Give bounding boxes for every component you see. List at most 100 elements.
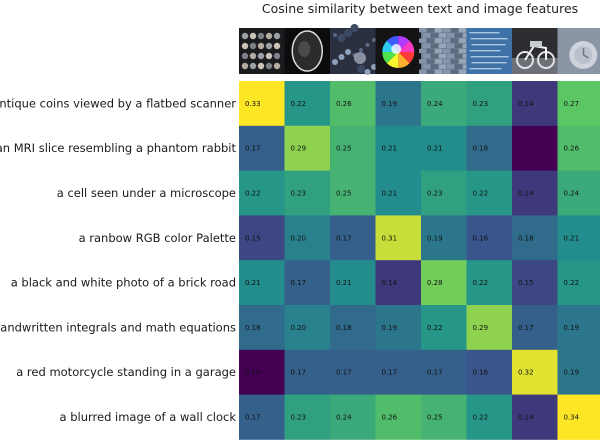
heatmap-cell [512,215,558,261]
cell-value-label: 0.21 [564,234,580,242]
cell-value-label: 0.18 [245,324,261,332]
heatmap-cell [239,305,285,351]
heatmap-cell [421,170,467,216]
cell-value-label: 0.23 [427,190,443,198]
heatmap-cell [330,125,376,171]
row-labels: antique coins viewed by a flatbed scanne… [0,96,236,424]
heatmap-cell [239,125,285,171]
cell-value-label: 0.26 [382,414,398,422]
cell-value-label: 0.25 [427,414,443,422]
heatmap-cell [375,349,422,395]
cell-value-label: 0.17 [336,369,352,377]
heatmap-cell [375,81,422,127]
chart-title: Cosine similarity between text and image… [262,1,578,16]
cell-value-label: 0.18 [473,145,489,153]
cell-value-label: 0.17 [245,145,261,153]
heatmap-cell [421,260,467,306]
heatmap-cell [421,394,467,440]
cell-value-label: 0.16 [473,369,489,377]
cell-value-label: 0.10 [245,369,261,377]
row-label: a black and white photo of a brick road [11,276,236,290]
heatmap-cell [512,349,558,395]
cell-value-label: 0.22 [427,324,443,332]
heatmap-cell [330,170,376,216]
heatmap-cell [284,215,331,261]
cell-value-label: 0.24 [427,100,443,108]
cell-value-label: 0.17 [336,234,352,242]
color-palette-thumbnail [375,28,421,74]
heatmap-cell [512,170,558,216]
cell-value-label: 0.25 [336,145,352,153]
cell-value-label: 0.14 [382,279,398,287]
heatmap-cell [466,125,513,171]
cell-value-label: 0.22 [473,414,489,422]
cell-value-label: 0.15 [518,279,534,287]
cell-value-label: 0.19 [427,234,443,242]
heatmap-cell [466,170,513,216]
cell-value-label: 0.33 [245,100,261,108]
heatmap-cell [330,215,376,261]
cell-value-label: 0.25 [336,190,352,198]
cell-value-label: 0.17 [291,279,307,287]
row-label: handwritten integrals and math equations [0,320,236,334]
heatmap-cell [421,125,467,171]
heatmap-cell [421,215,467,261]
heatmap-cell [284,81,331,127]
heatmap-cell [330,349,376,395]
cell-value-label: 0.34 [564,414,580,422]
heatmap-cell [557,125,600,171]
heatmap-cell [557,349,600,395]
heatmap-cell [557,215,600,261]
brick-road-thumbnail [419,28,470,74]
cell-value-label: 0.18 [336,324,352,332]
cell-value-label: 0.21 [382,145,398,153]
heatmap-cell [375,260,422,306]
motorcycle-thumbnail [512,28,558,74]
heatmap-cell [284,305,331,351]
heatmap-cell [375,394,422,440]
cell-value-label: 0.28 [427,279,443,287]
heatmap-cell [512,125,558,171]
cell-value-label: 0.22 [291,100,307,108]
cell-value-label: 0.26 [336,100,352,108]
cell-value-label: 0.20 [291,324,307,332]
cell-value-label: 0.19 [382,324,398,332]
math-equations-thumbnail [466,28,512,74]
cell-value-label: 0.22 [564,279,580,287]
cell-value-label: 0.18 [518,234,534,242]
heatmap-cell [284,125,331,171]
cell-thumbnail [330,24,377,75]
cell-value-label: 0.15 [245,234,261,242]
cell-value-label: 0.20 [291,234,307,242]
heatmap-cell [557,394,600,440]
cell-value-label: 0.23 [291,190,307,198]
wall-clock-thumbnail [557,28,600,74]
heatmap-cell [375,305,422,351]
heatmap-cell [466,81,513,127]
heatmap-cell [512,305,558,351]
heatmap-cell [284,394,331,440]
cell-value-label: 0.17 [518,324,534,332]
heatmap-cell [421,81,467,127]
cell-value-label: 0.22 [245,190,261,198]
cell-value-label: 0.21 [245,279,261,287]
heatmap-cell [330,394,376,440]
heatmap-cell [239,81,285,127]
heatmap-cell [284,170,331,216]
cell-value-label: 0.21 [382,190,398,198]
heatmap-cell [557,81,600,127]
heatmap-cell [466,215,513,261]
heatmap-cell [284,349,331,395]
row-label: a red motorcycle standing in a garage [16,365,236,379]
cell-value-label: 0.14 [518,100,534,108]
heatmap-cell [239,260,285,306]
heatmap-cell [466,349,513,395]
coins-thumbnail [239,28,285,74]
cell-value-label: 0.17 [291,369,307,377]
heatmap-cell [239,215,285,261]
cell-value-label: 0.24 [336,414,352,422]
heatmap-cell [421,349,467,395]
cell-value-label: 0.19 [564,324,580,332]
mri-thumbnail [284,28,330,74]
